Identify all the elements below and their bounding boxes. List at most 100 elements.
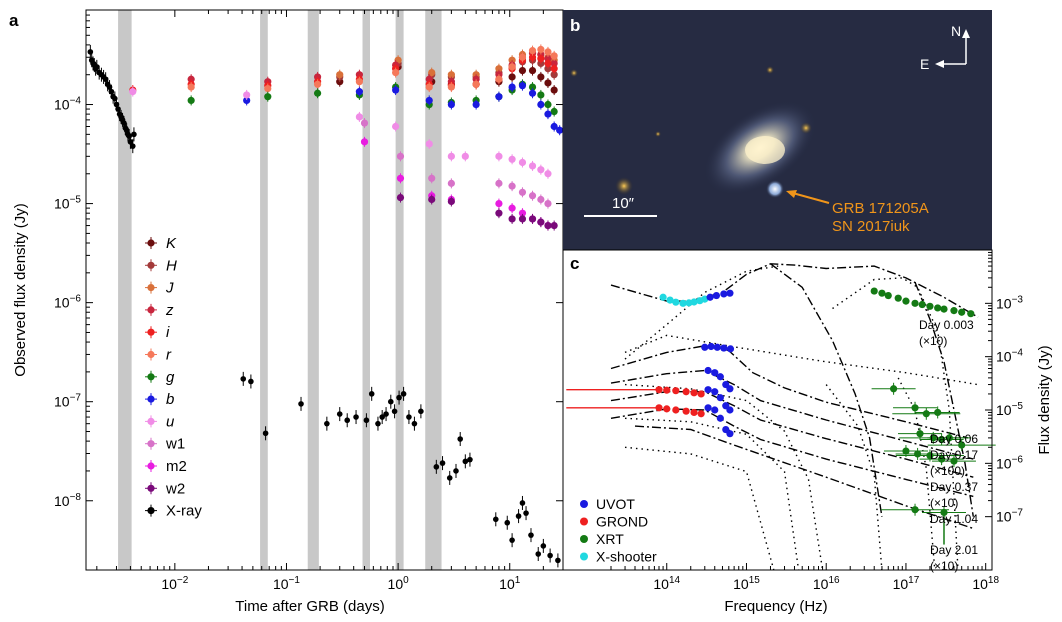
- xray-point: [87, 49, 94, 55]
- data-point-uvot: [711, 388, 719, 396]
- data-point-grond: [690, 408, 698, 417]
- panel-c-xlabel: Frequency (Hz): [724, 598, 827, 615]
- xray-point: [457, 436, 464, 442]
- data-point-xrt: [902, 297, 910, 305]
- data-point-b: [355, 88, 363, 96]
- xray-point: [240, 376, 247, 382]
- panel-a: a 10−2 10−1 100 101 10−8 10−7 10−6 10−5 10−4 Obs…: [9, 9, 564, 615]
- epoch-scale: (×10): [930, 496, 958, 510]
- data-point-xrt: [870, 287, 878, 295]
- data-point-h: [550, 71, 558, 79]
- data-point-xrt: [916, 430, 924, 438]
- panel-c-axes: 1014 1015 1016 1017 1018 10−7 10−6 10−5 10−4 10−3: [610, 251, 1023, 592]
- data-point-uvot: [701, 343, 709, 351]
- data-point-w2: [528, 215, 537, 223]
- data-point-uvot: [716, 394, 724, 402]
- xray-point: [467, 456, 473, 463]
- xray-point: [391, 408, 398, 415]
- data-point-u: [495, 152, 503, 160]
- xray-point: [127, 139, 134, 145]
- panel-b-image: GRB 171205A SN 2017iuk 10″ N E b: [563, 10, 992, 250]
- legend-label: m2: [166, 458, 187, 475]
- data-point-w1: [544, 199, 552, 208]
- x-tick-label: 1018: [972, 575, 999, 592]
- data-point-g: [187, 96, 195, 105]
- legend-marker: [147, 462, 155, 470]
- data-point-b: [495, 93, 503, 101]
- data-point-uvot: [712, 291, 721, 300]
- data-point-b: [556, 126, 564, 134]
- epoch-scale: (×10): [930, 559, 958, 573]
- sn-label: SN 2017iuk: [832, 218, 910, 235]
- transient-source: [766, 180, 784, 198]
- data-point-g: [537, 91, 545, 99]
- data-point-k: [537, 73, 545, 81]
- panel-a-ylabel: Observed flux density (Jy): [12, 203, 29, 376]
- background-source: [766, 66, 774, 74]
- data-point-r: [425, 83, 433, 91]
- data-point-r: [472, 80, 480, 88]
- data-point-u: [528, 162, 537, 170]
- data-point-w1: [447, 179, 455, 187]
- data-point-k: [550, 86, 558, 94]
- grb-label: GRB 171205A: [832, 200, 929, 217]
- data-point-j: [495, 65, 503, 73]
- legend-label: GROND: [596, 514, 648, 530]
- data-point-w2: [447, 197, 455, 206]
- data-point-xrt: [926, 302, 934, 310]
- data-point-u: [544, 170, 552, 178]
- data-point-z: [425, 75, 433, 83]
- data-point-xrt: [918, 300, 926, 309]
- data-point-uvot: [726, 406, 734, 414]
- data-point-uvot: [711, 406, 719, 414]
- data-point-r: [544, 48, 552, 56]
- legend-marker: [147, 440, 155, 448]
- pointer-arrowhead: [786, 190, 797, 198]
- data-point-w2: [550, 221, 558, 230]
- legend-marker: [147, 373, 155, 381]
- xray-point: [375, 420, 381, 427]
- xray-point: [519, 500, 526, 506]
- epoch-label: Day 0.17: [930, 448, 978, 462]
- data-point-i: [537, 55, 545, 63]
- data-point-u: [518, 158, 527, 167]
- xray-point: [344, 417, 351, 424]
- xray-point: [396, 394, 402, 401]
- data-point-r: [392, 69, 400, 77]
- xray-point: [446, 475, 453, 481]
- legend-marker: [147, 484, 155, 492]
- data-point-b: [544, 110, 552, 118]
- y-tick-label: 10−5: [996, 401, 1023, 418]
- data-point-r: [537, 45, 545, 54]
- data-point-grond: [663, 386, 671, 394]
- data-point-uvot: [720, 290, 728, 298]
- data-point-xrt: [934, 408, 942, 417]
- epoch-label: Day 2.01: [930, 543, 978, 557]
- data-point-g: [528, 83, 537, 91]
- data-point-g: [313, 89, 322, 97]
- xray-point: [540, 543, 547, 549]
- data-point-z: [472, 75, 480, 83]
- model-curve: [610, 391, 974, 478]
- data-point-b: [518, 82, 527, 90]
- data-point-u: [129, 88, 137, 96]
- data-point-b: [528, 89, 537, 97]
- y-tick-label: 10−6: [996, 454, 1023, 471]
- y-tick-label: 10−8: [54, 492, 81, 509]
- data-point-uvot: [707, 342, 715, 351]
- x-tick-label: 1017: [893, 575, 920, 592]
- data-point-r: [518, 53, 527, 61]
- xray-point: [400, 391, 407, 397]
- panel-a-axes: 10−2 10−1 100 101 10−8 10−7 10−6 10−5 10−4: [54, 10, 563, 592]
- data-point-u: [243, 91, 251, 99]
- legend-marker: [580, 535, 588, 543]
- legend-marker: [147, 507, 155, 515]
- data-point-k: [528, 67, 537, 75]
- data-point-w1: [508, 182, 516, 190]
- panel-b-letter: b: [570, 16, 580, 35]
- data-point-z: [550, 59, 558, 68]
- data-point-w1: [396, 152, 405, 160]
- visibility-gap: [425, 10, 442, 570]
